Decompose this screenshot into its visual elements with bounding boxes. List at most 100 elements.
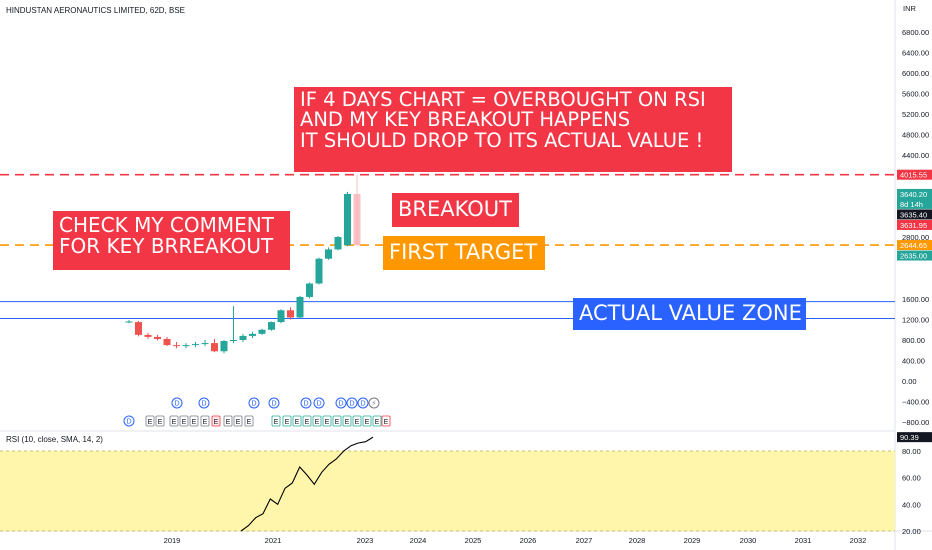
rsi-axis[interactable]: 80.00 60.00 40.00 20.00 90.39 (897, 432, 932, 536)
price-badge (897, 169, 932, 180)
dividend-marker[interactable] (313, 397, 325, 409)
rsi-line[interactable] (240, 436, 374, 532)
earnings-marker[interactable] (312, 415, 322, 427)
price-badge-text: 2644.65 (900, 241, 927, 250)
time-tick-label: 2030 (740, 536, 757, 545)
earnings-marker-label: E (226, 419, 231, 426)
dividend-marker-label: D (360, 401, 365, 408)
earnings-marker[interactable] (223, 415, 233, 427)
earnings-marker[interactable] (332, 415, 342, 427)
candle-body[interactable] (249, 333, 256, 336)
candle-body[interactable] (220, 341, 228, 352)
candle-body[interactable] (173, 345, 180, 347)
dividend-marker[interactable] (198, 397, 210, 409)
time-tick-label: 2026 (520, 536, 537, 545)
earnings-marker[interactable] (179, 415, 189, 427)
earnings-marker-label: E (335, 419, 340, 426)
annotation-main[interactable]: IF 4 DAYS CHART = OVERBOUGHT ON RSI AND … (294, 87, 732, 172)
annotation-comment[interactable]: CHECK MY COMMENT FOR KEY BRREAKOUT (53, 211, 290, 270)
price-badge-text: 4015.55 (900, 171, 927, 180)
earnings-marker-label: E (285, 419, 290, 426)
dividend-marker-label: D (201, 401, 206, 408)
event-markers[interactable]: DD D D D D D D D D ⚡E E E E E E E E E E E E E E E E E E E E E E (123, 397, 391, 427)
candle-body[interactable] (268, 322, 275, 330)
earnings-marker[interactable] (155, 415, 165, 427)
earnings-marker[interactable] (244, 415, 254, 427)
price-axis[interactable]: 6800.00 6400.00 6000.00 5600.00 5200.00 4800.… (902, 28, 929, 427)
dividend-marker-label: D (251, 401, 256, 408)
earnings-marker[interactable] (302, 415, 312, 427)
candle-body[interactable] (211, 343, 218, 352)
earnings-marker[interactable] (292, 415, 302, 427)
candle-body[interactable] (239, 335, 247, 340)
dividend-marker[interactable] (248, 397, 260, 409)
split-marker[interactable] (368, 397, 380, 409)
earnings-marker[interactable] (200, 415, 210, 427)
earnings-marker[interactable] (189, 415, 199, 427)
earnings-marker[interactable] (342, 415, 352, 427)
dividend-marker[interactable] (171, 397, 183, 409)
earnings-marker[interactable] (322, 415, 332, 427)
dividend-marker-label: D (271, 401, 276, 408)
earnings-marker[interactable] (352, 415, 362, 427)
time-tick-label: 2027 (576, 536, 593, 545)
candle-body[interactable] (287, 310, 294, 318)
annotation-actual-value-zone[interactable]: ACTUAL VALUE ZONE (573, 298, 806, 330)
earnings-marker[interactable] (381, 415, 391, 427)
earnings-marker[interactable] (271, 415, 281, 427)
candle-body[interactable] (163, 338, 171, 346)
candle-body[interactable] (182, 345, 190, 347)
dividend-marker[interactable] (346, 397, 358, 409)
candle-body[interactable] (258, 329, 266, 334)
dividend-marker[interactable] (335, 397, 347, 409)
earnings-marker[interactable] (282, 415, 292, 427)
earnings-marker[interactable] (169, 415, 179, 427)
dividend-marker[interactable] (268, 397, 280, 409)
earnings-marker[interactable] (145, 415, 155, 427)
earnings-marker-label: E (192, 419, 197, 426)
candle-body[interactable] (144, 334, 152, 337)
candle-body[interactable] (344, 193, 351, 246)
earnings-marker-label: E (305, 419, 310, 426)
candle-body[interactable] (192, 344, 199, 346)
symbol-title[interactable]: HINDUSTAN AERONAUTICS LIMITED, 62D, BSE (6, 6, 185, 15)
candle-body[interactable] (306, 283, 313, 297)
candle-body[interactable] (334, 237, 342, 250)
dividend-marker[interactable] (300, 397, 312, 409)
candle-body[interactable] (325, 249, 332, 259)
dividend-marker[interactable] (357, 397, 369, 409)
earnings-marker-label: E (375, 419, 380, 426)
earnings-marker-label: E (172, 419, 177, 426)
candle-body[interactable] (315, 258, 323, 284)
candle-body[interactable] (125, 321, 133, 323)
candle-body[interactable] (277, 310, 285, 323)
candle-body[interactable] (201, 343, 209, 345)
rsi-tick-label: 20.00 (902, 527, 921, 536)
price-badge (897, 240, 932, 251)
candle-body[interactable] (353, 193, 361, 246)
price-badge-text: 2635.00 (900, 252, 927, 261)
time-tick-label: 2032 (850, 536, 867, 545)
dividend-marker[interactable] (123, 415, 135, 427)
time-tick-label: 2025 (465, 536, 482, 545)
price-tick-label: 4400.00 (902, 151, 929, 160)
candle-body[interactable] (154, 336, 161, 339)
earnings-marker[interactable] (362, 415, 372, 427)
dividend-marker-label: D (303, 401, 308, 408)
annotation-first-target[interactable]: FIRST TARGET (383, 236, 545, 270)
earnings-marker-label: E (236, 419, 241, 426)
earnings-marker[interactable] (211, 415, 221, 427)
dividend-marker-label: D (126, 419, 131, 426)
rsi-title[interactable]: RSI (10, close, SMA, 14, 2) (6, 435, 103, 444)
earnings-marker[interactable] (233, 415, 243, 427)
price-tick-label: 5600.00 (902, 90, 929, 99)
currency-label[interactable]: INR (903, 4, 917, 13)
time-axis[interactable]: 2019 2021 2023 2024 2025 2026 2027 2028 2029 2030… (164, 536, 867, 545)
candle-body[interactable] (296, 296, 304, 318)
candlestick-series[interactable] (125, 174, 361, 354)
candle-body[interactable] (230, 340, 237, 342)
earnings-marker[interactable] (372, 415, 382, 427)
annotation-breakout[interactable]: BREAKOUT (392, 193, 519, 227)
candle-body[interactable] (135, 322, 142, 335)
